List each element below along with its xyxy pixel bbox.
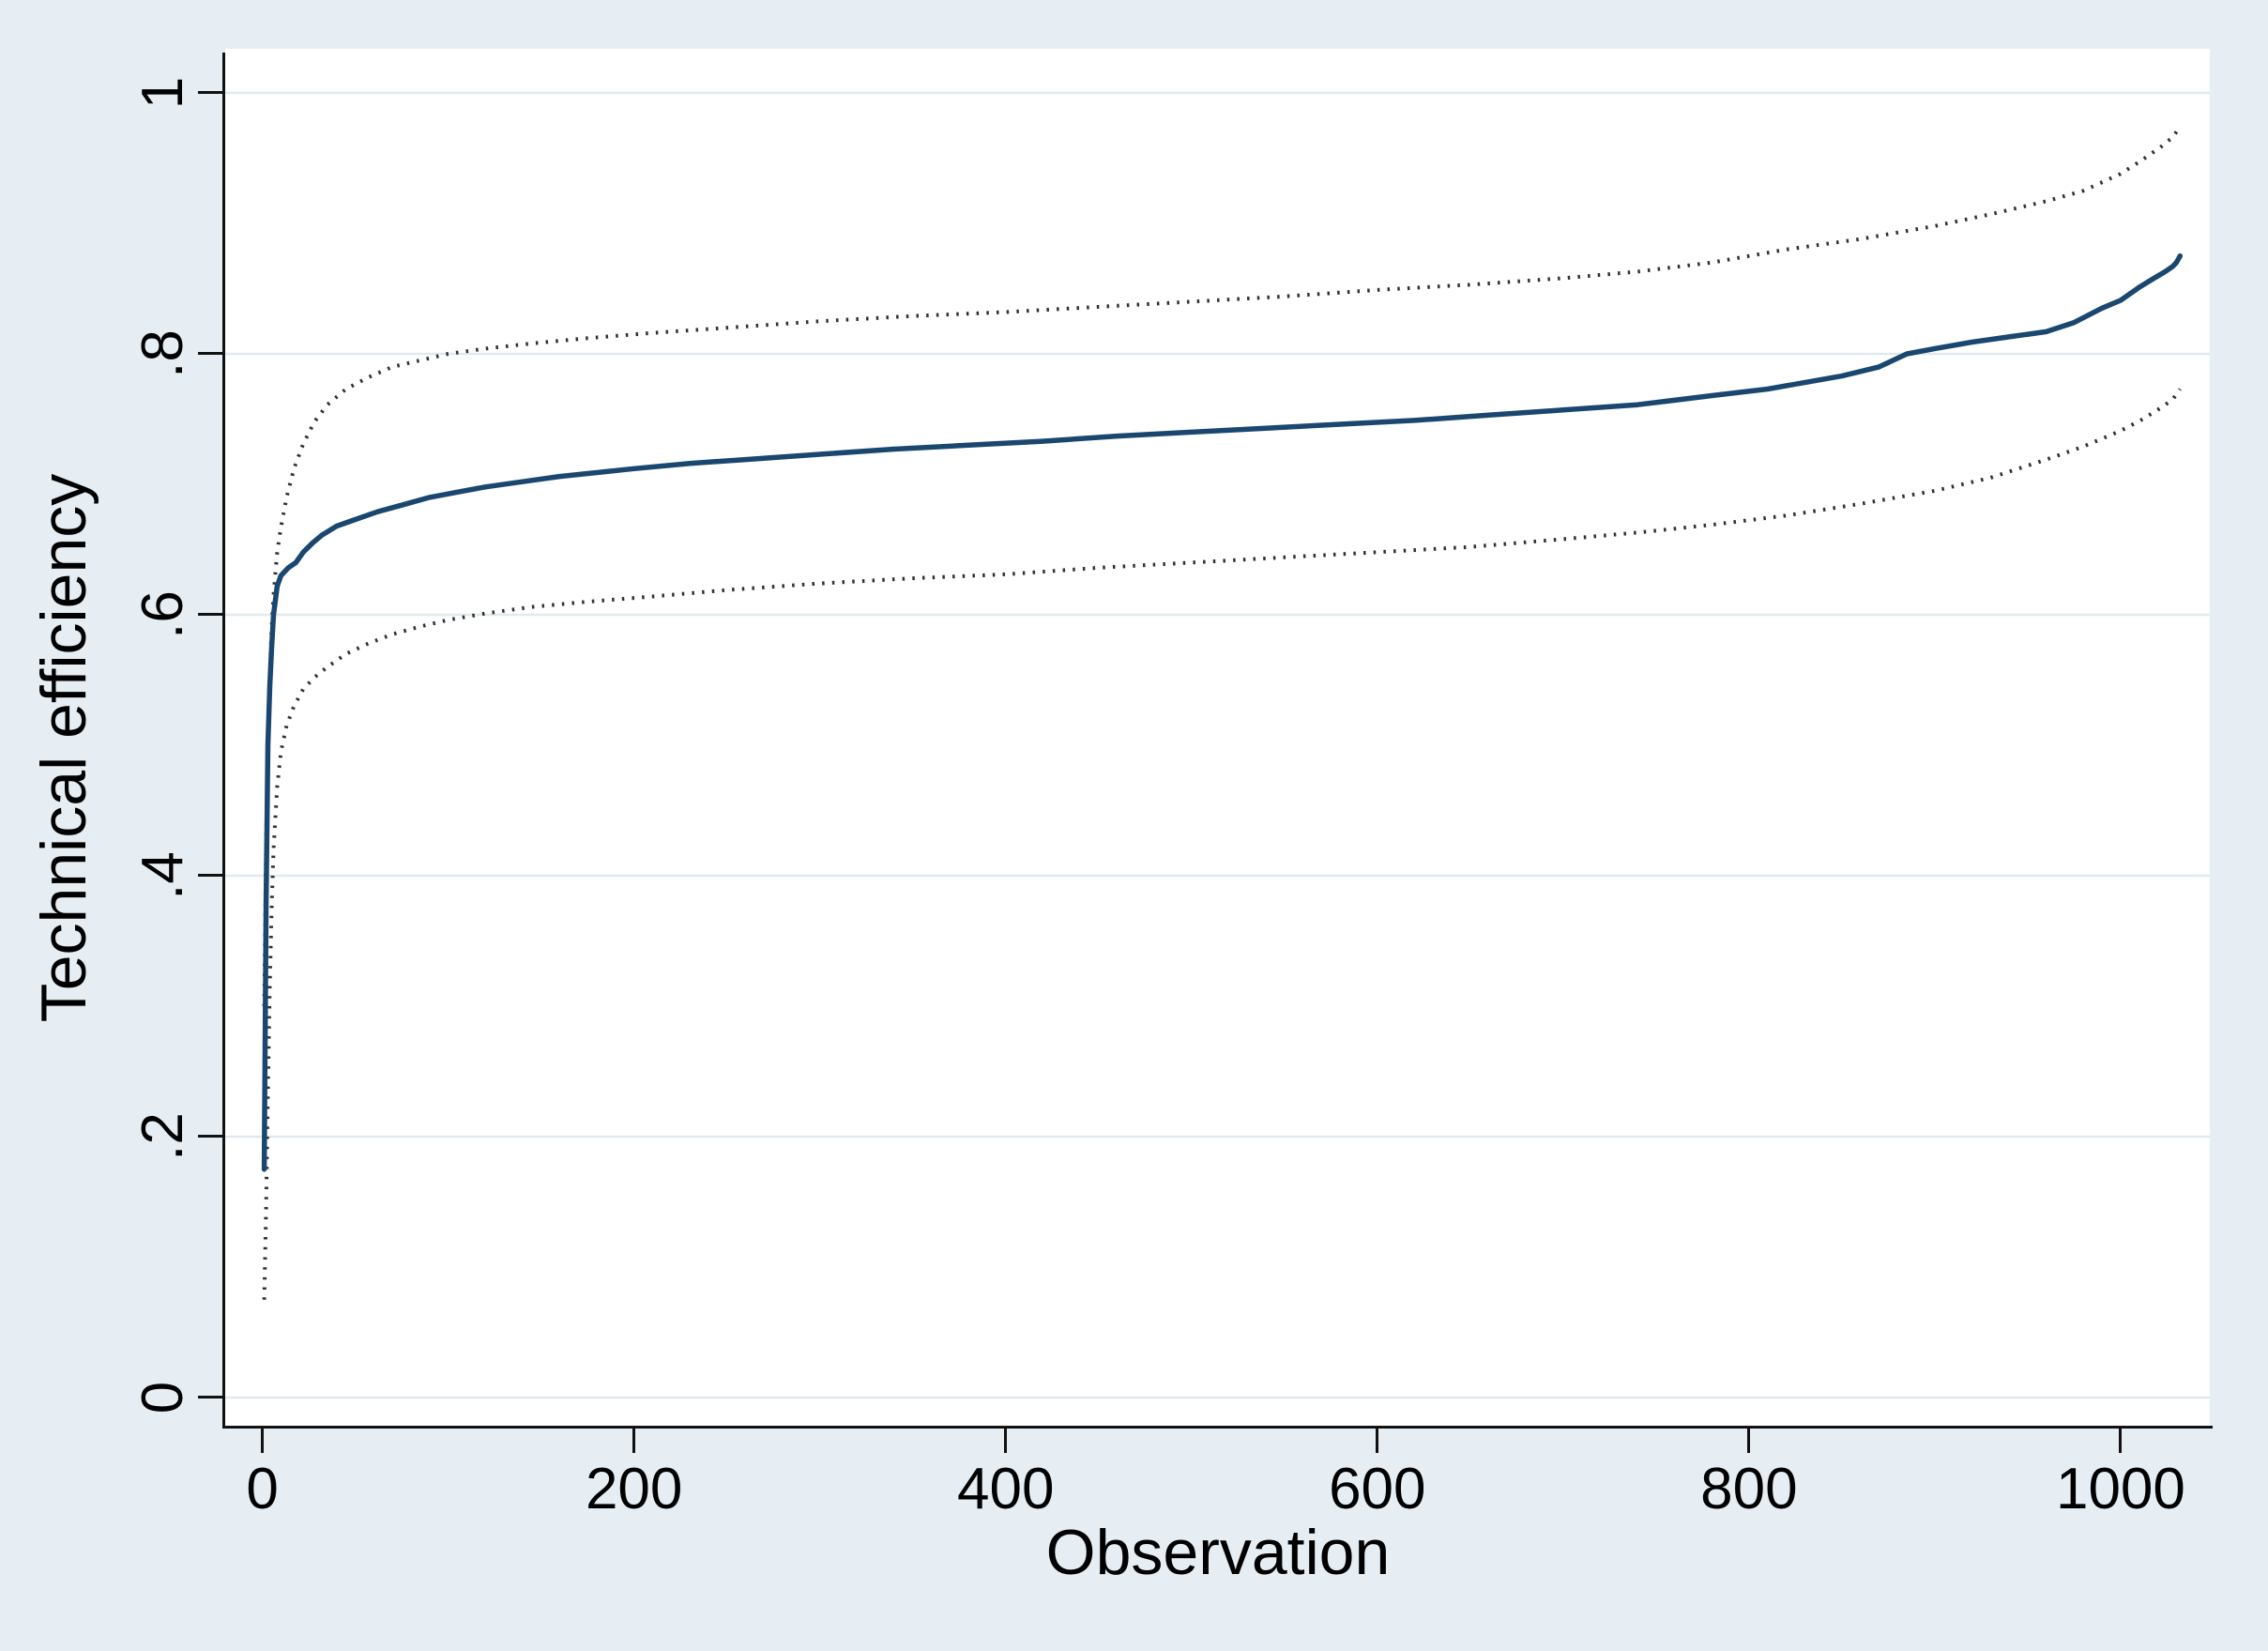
y-tick-label: 0 [130,1381,195,1414]
gridlines [225,91,2210,1399]
y-axis-title: Technical efficiency [28,473,99,1023]
y-tick-mark [198,613,222,617]
x-tick-mark [1376,1429,1379,1453]
y-tick-mark [198,874,222,878]
x-tick-mark [261,1429,265,1453]
y-tick-label: .2 [130,1112,195,1161]
y-tick-label: .6 [130,590,195,639]
plot-svg [225,91,2210,1399]
x-tick-mark [1747,1429,1751,1453]
x-axis-title: Observation [1045,1517,1391,1588]
x-tick-mark [632,1429,636,1453]
y-tick-mark [198,1396,222,1399]
x-tick-label: 800 [1700,1457,1798,1521]
y-tick-label: .8 [130,329,195,378]
x-axis-line [222,1426,2213,1429]
x-tick-label: 400 [957,1457,1055,1521]
y-tick-mark [198,352,222,356]
x-tick-label: 200 [585,1457,683,1521]
plot-area [225,49,2210,1426]
x-tick-label: 0 [246,1457,279,1521]
upper-ci-line [262,125,2182,1007]
y-tick-label: 1 [130,76,195,110]
x-tick-mark [1004,1429,1008,1453]
y-tick-mark [198,1135,222,1139]
y-axis-line [222,53,225,1429]
lower-ci-line [262,388,2182,1300]
x-tick-label: 1000 [2055,1457,2185,1521]
te-mean-line [261,252,2184,1172]
x-tick-label: 600 [1329,1457,1426,1521]
y-tick-mark [198,91,222,95]
y-tick-label: .4 [130,851,195,900]
x-tick-mark [2119,1429,2123,1453]
